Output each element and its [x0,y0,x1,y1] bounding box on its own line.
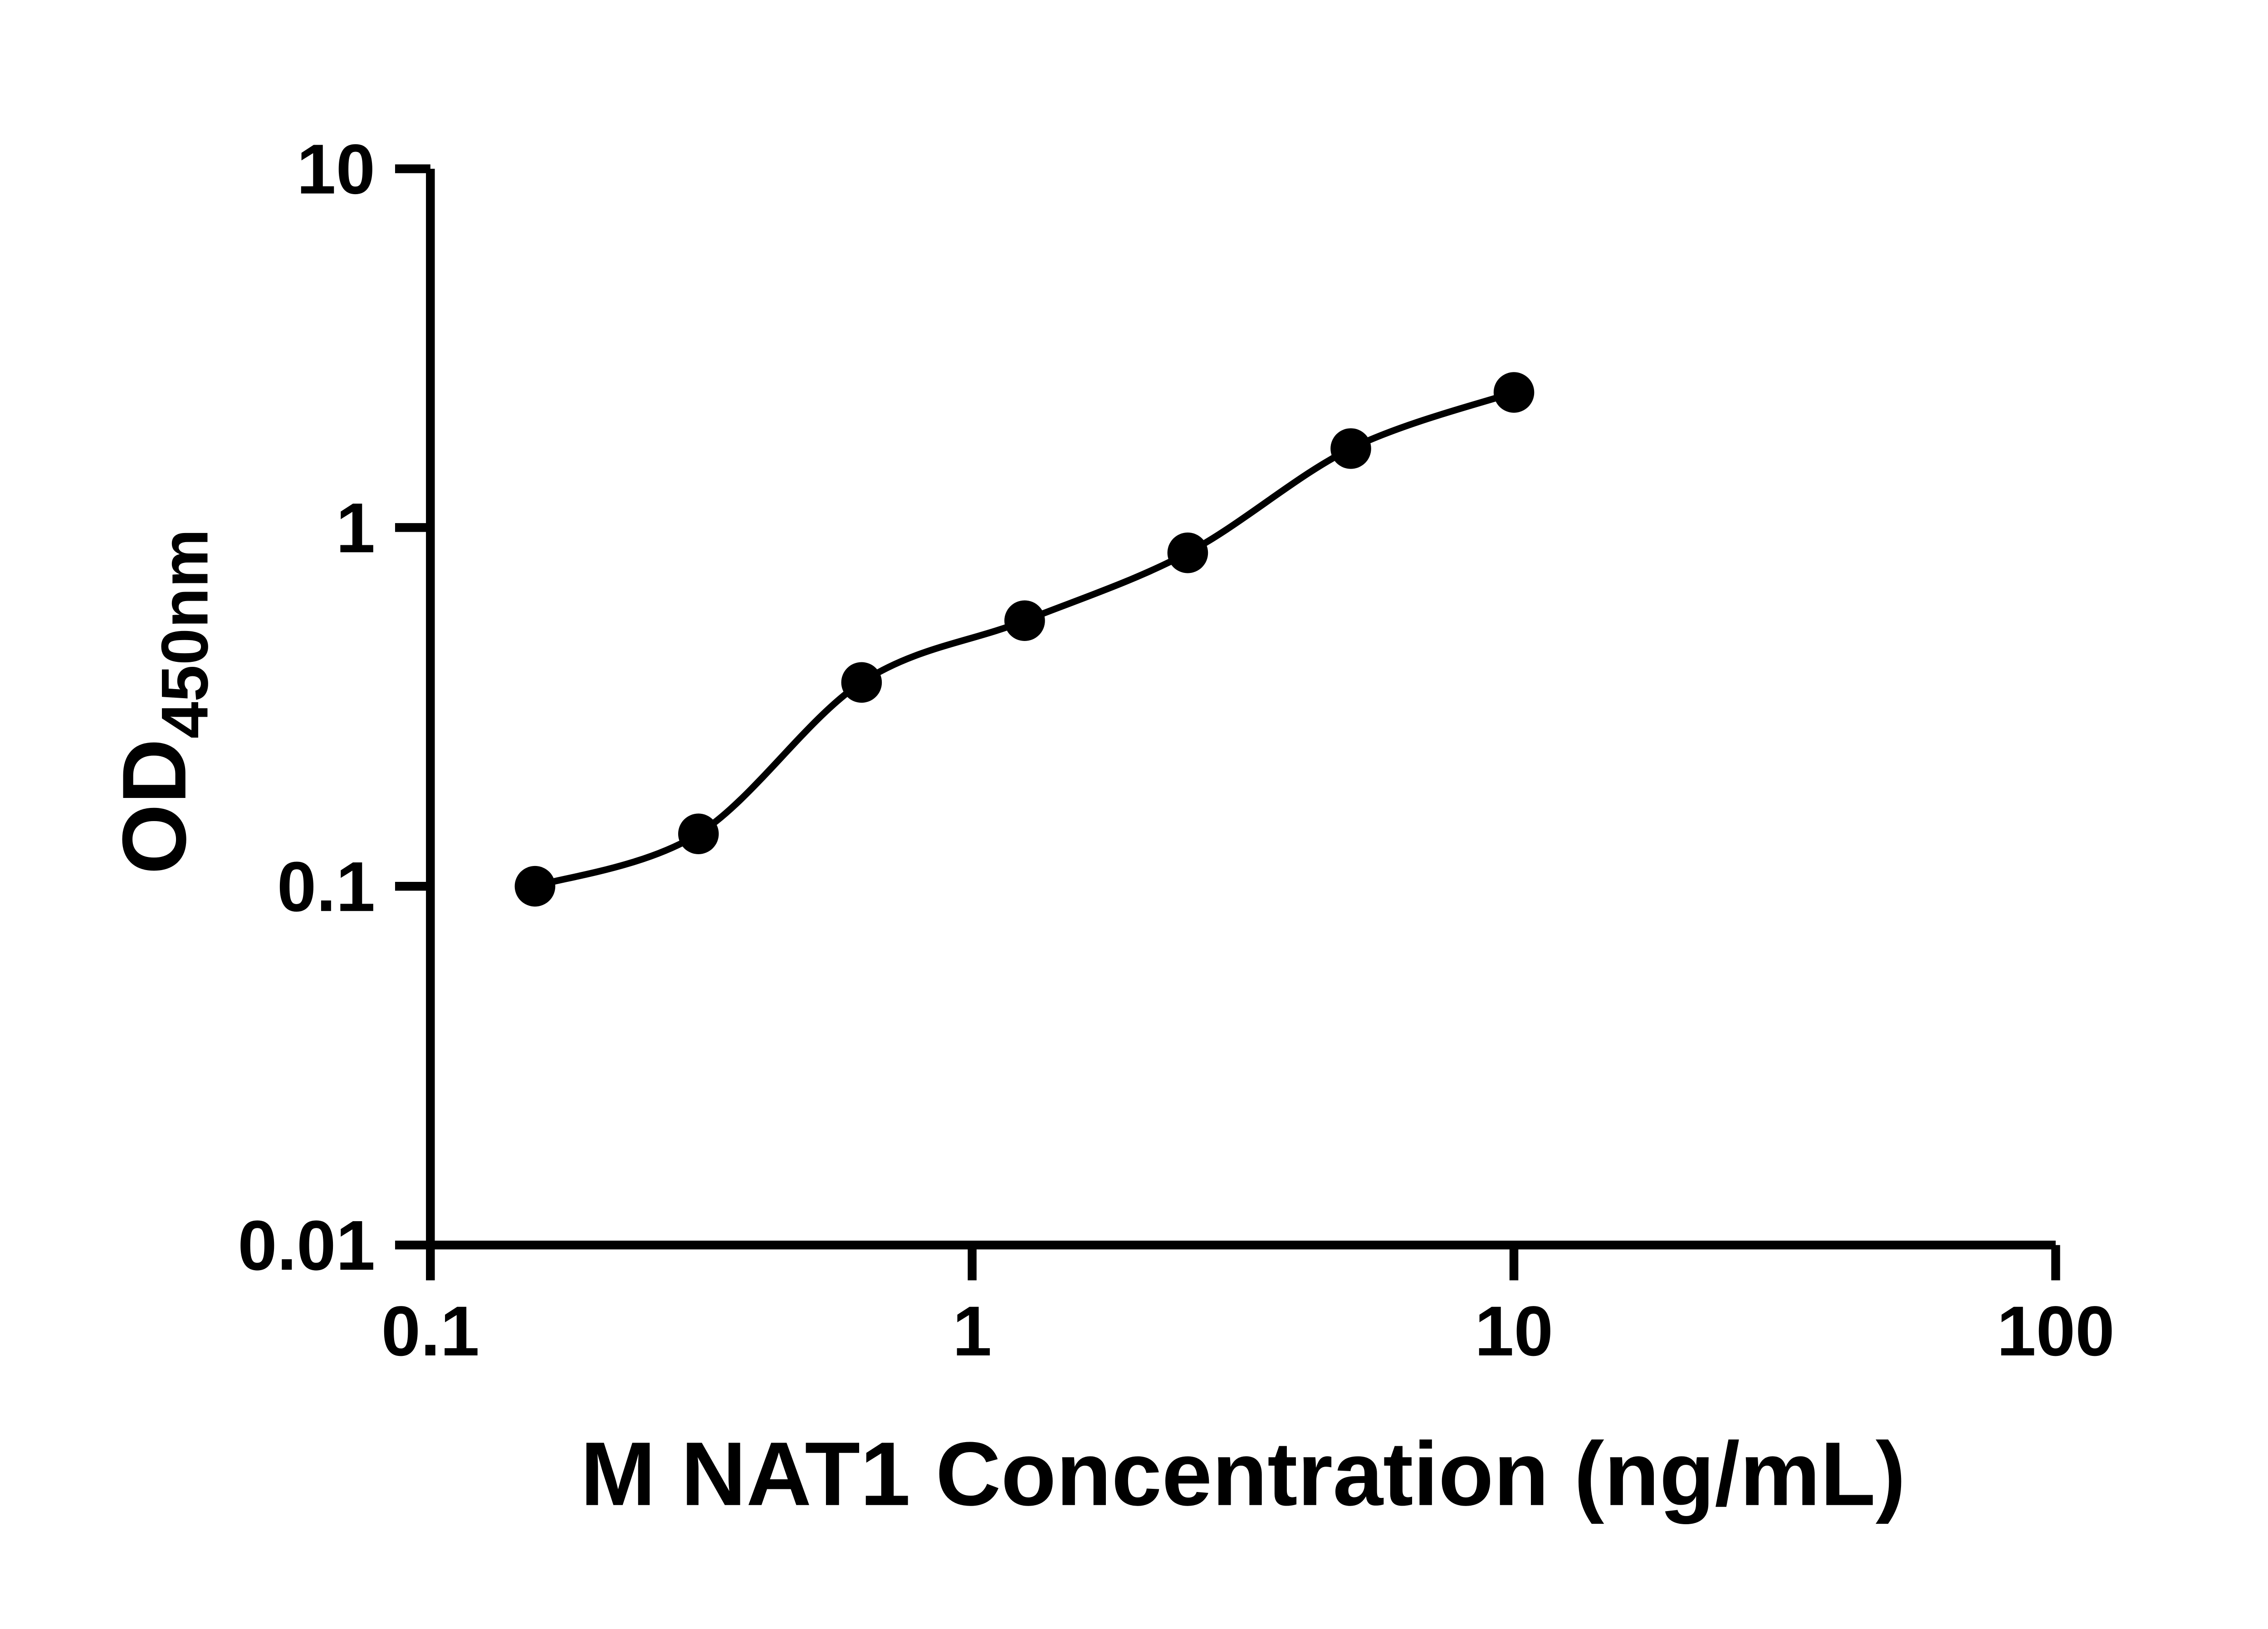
y-tick-label: 0.01 [238,1206,375,1285]
y-tick-label: 0.1 [277,847,375,926]
x-tick-label: 100 [1997,1291,2115,1370]
x-axis-title: M NAT1 Concentration (ng/mL) [580,1424,1906,1525]
data-point [841,662,882,703]
series-layer [514,372,1535,907]
y-axis-title-sub: 450nm [147,529,221,739]
axis-frame [426,169,2056,1250]
y-axis-title-main: OD [104,739,205,874]
x-tick-label: 0.1 [381,1291,479,1370]
data-point [1493,372,1535,413]
y-axis-title: OD450nm [104,529,222,875]
data-point [514,866,556,907]
y-tick-label: 10 [297,130,375,209]
x-tick-label: 1 [953,1291,992,1370]
data-point [678,813,719,855]
axes-layer [395,164,2060,1281]
x-tick-label: 10 [1475,1291,1553,1370]
data-point [1167,533,1208,573]
data-point [1004,600,1045,641]
data-point [1330,428,1371,469]
y-tick-label: 1 [336,489,376,567]
